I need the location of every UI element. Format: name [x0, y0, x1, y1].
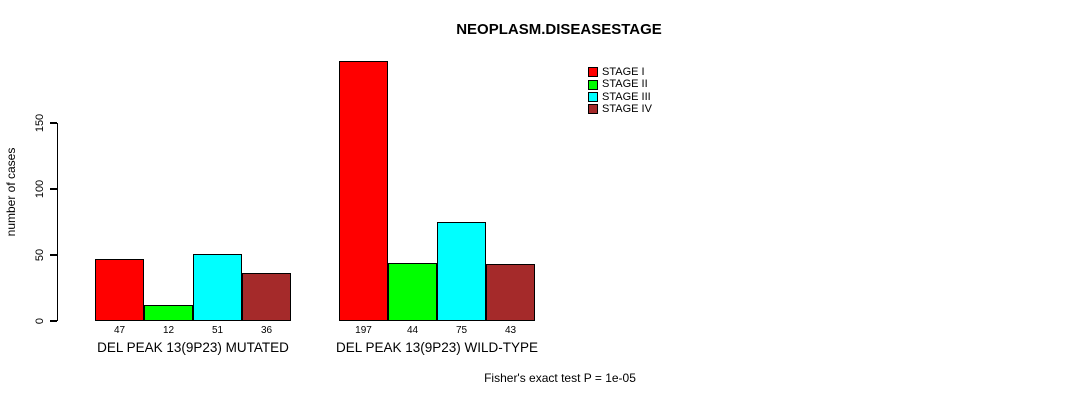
legend-item-label: STAGE I	[602, 66, 645, 78]
legend-swatch-stage-iii	[588, 91, 598, 102]
bar-stage-iv-group-1	[486, 264, 535, 321]
bar-stage-i-group-1	[339, 60, 388, 321]
bar-value-label: 44	[406, 325, 419, 336]
legend-item-label: STAGE II	[602, 78, 648, 91]
bar-stage-iii-group-0	[193, 253, 242, 321]
bar-value-label: 12	[162, 325, 175, 336]
group-label: DEL PEAK 13(9P23) MUTATED	[97, 340, 289, 355]
legend-item: STAGE I	[588, 66, 652, 78]
bar-value-label: 36	[260, 325, 273, 336]
y-axis-tick	[50, 320, 57, 322]
y-tick-label: 0	[34, 317, 46, 325]
legend-swatch-stage-i	[588, 67, 598, 78]
bar-value-label: 43	[504, 325, 517, 336]
y-tick-label: 100	[34, 179, 46, 199]
legend-item-label: STAGE III	[602, 90, 651, 103]
bar-value-label: 51	[211, 325, 224, 336]
legend: STAGE I STAGE II STAGE III STAGE IV	[588, 66, 652, 116]
bar-stage-ii-group-0	[144, 305, 193, 321]
y-axis-tick	[50, 254, 57, 256]
y-axis-tick	[50, 122, 57, 124]
legend-swatch-stage-ii	[588, 79, 598, 90]
bar-value-label: 75	[455, 325, 468, 336]
group-label: DEL PEAK 13(9P23) WILD-TYPE	[335, 340, 539, 355]
legend-item: STAGE II	[588, 78, 652, 90]
fisher-test-note: Fisher's exact test P = 1e-05	[484, 371, 636, 385]
bar-stage-ii-group-1	[388, 262, 437, 321]
legend-item: STAGE IV	[588, 103, 652, 115]
legend-item-label: STAGE IV	[602, 103, 652, 116]
bar-value-label: 197	[355, 325, 372, 336]
chart-title: NEOPLASM.DISEASESTAGE	[456, 21, 662, 38]
bar-stage-i-group-0	[95, 258, 144, 321]
y-tick-label: 50	[34, 248, 46, 262]
y-axis-title: number of cases	[4, 147, 18, 237]
y-tick-label: 150	[34, 113, 46, 133]
y-axis-line	[57, 123, 59, 321]
legend-item: STAGE III	[588, 91, 652, 103]
y-axis-tick	[50, 188, 57, 190]
bar-stage-iv-group-0	[242, 273, 291, 321]
bar-value-label: 47	[113, 325, 126, 336]
legend-swatch-stage-iv	[588, 104, 598, 115]
bar-stage-iii-group-1	[437, 222, 486, 321]
